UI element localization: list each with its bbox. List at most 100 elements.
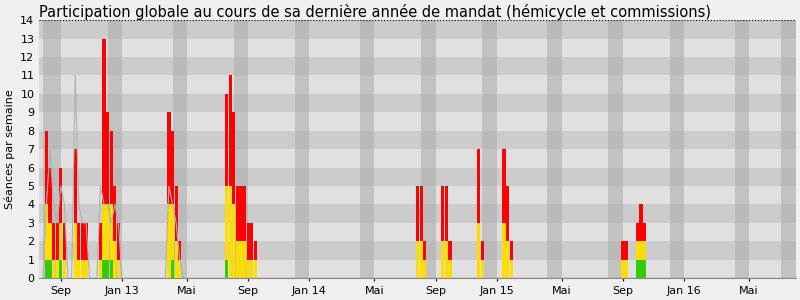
Bar [178, 241, 182, 260]
Bar [639, 205, 642, 241]
Bar [48, 223, 52, 260]
Bar [45, 131, 48, 205]
Bar [636, 260, 639, 278]
Bar [43, 20, 61, 278]
Bar [441, 241, 444, 278]
Bar [234, 20, 248, 278]
Bar [59, 260, 62, 278]
Bar [423, 260, 426, 278]
Bar [643, 241, 646, 260]
Bar [56, 223, 59, 260]
Bar [225, 94, 228, 186]
Bar [643, 260, 646, 278]
Bar [78, 260, 81, 278]
Bar [643, 223, 646, 241]
Bar [110, 205, 113, 260]
Bar [81, 260, 84, 278]
Bar [236, 186, 239, 241]
Bar [625, 260, 628, 278]
Bar [171, 260, 174, 278]
Bar [171, 205, 174, 260]
Bar [39, 205, 796, 223]
Bar [171, 131, 174, 205]
Bar [59, 168, 62, 223]
Bar [52, 260, 55, 278]
Bar [445, 241, 448, 278]
Bar [63, 223, 66, 260]
Bar [56, 260, 59, 278]
Bar [45, 260, 48, 278]
Bar [39, 168, 796, 186]
Bar [117, 223, 120, 260]
Bar [178, 260, 182, 278]
Bar [167, 205, 170, 278]
Bar [243, 186, 246, 241]
Bar [114, 241, 117, 278]
Bar [625, 241, 628, 260]
Bar [295, 20, 310, 278]
Bar [102, 205, 106, 260]
Bar [114, 186, 117, 241]
Bar [232, 205, 235, 278]
Bar [360, 20, 374, 278]
Bar [506, 186, 510, 241]
Bar [117, 260, 120, 278]
Bar [174, 186, 178, 241]
Bar [108, 20, 122, 278]
Bar [239, 186, 242, 241]
Bar [74, 149, 77, 223]
Bar [106, 112, 110, 205]
Bar [236, 241, 239, 278]
Bar [39, 57, 796, 76]
Bar [81, 223, 84, 260]
Bar [229, 186, 232, 278]
Bar [39, 20, 796, 39]
Bar [639, 260, 642, 278]
Bar [239, 241, 242, 278]
Bar [639, 241, 642, 260]
Text: Participation globale au cours de sa dernière année de mandat (hémicycle et comm: Participation globale au cours de sa der… [39, 4, 711, 20]
Bar [102, 39, 106, 205]
Bar [510, 260, 513, 278]
Bar [502, 149, 506, 223]
Bar [423, 241, 426, 260]
Bar [506, 241, 510, 278]
Bar [99, 223, 102, 260]
Bar [510, 241, 513, 260]
Bar [622, 241, 625, 260]
Bar [448, 260, 451, 278]
Bar [229, 76, 232, 186]
Bar [45, 205, 48, 260]
Bar [445, 186, 448, 241]
Bar [39, 131, 796, 149]
Bar [99, 260, 102, 278]
Bar [477, 149, 480, 223]
Bar [39, 241, 796, 260]
Bar [85, 260, 88, 278]
Bar [250, 223, 254, 260]
Bar [243, 241, 246, 278]
Bar [39, 112, 796, 131]
Bar [59, 223, 62, 260]
Bar [110, 260, 113, 278]
Bar [106, 205, 110, 260]
Bar [416, 186, 419, 241]
Bar [419, 241, 422, 278]
Bar [670, 20, 684, 278]
Bar [39, 149, 796, 168]
Bar [225, 260, 228, 278]
Bar [254, 260, 257, 278]
Bar [622, 260, 625, 278]
Bar [246, 260, 250, 278]
Bar [106, 260, 110, 278]
Bar [225, 186, 228, 260]
Bar [74, 223, 77, 278]
Bar [39, 39, 796, 57]
Bar [419, 186, 422, 241]
Bar [167, 112, 170, 205]
Bar [173, 20, 187, 278]
Bar [39, 223, 796, 241]
Bar [448, 241, 451, 260]
Bar [636, 241, 639, 260]
Bar [85, 223, 88, 260]
